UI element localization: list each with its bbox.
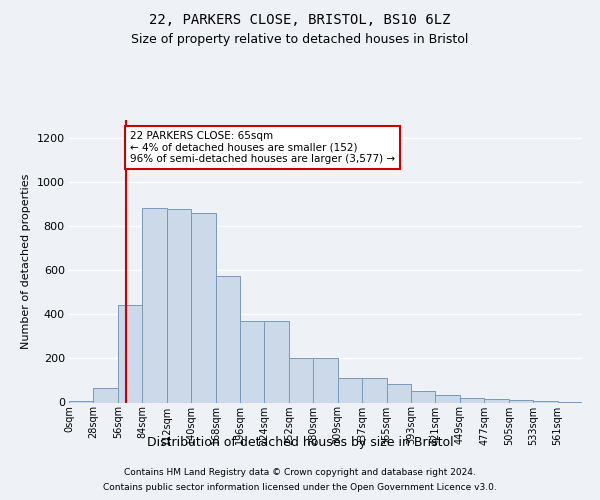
Text: Size of property relative to detached houses in Bristol: Size of property relative to detached ho…	[131, 32, 469, 46]
Bar	[215, 276, 240, 402]
Bar	[484, 399, 509, 402]
Bar	[94, 388, 118, 402]
Bar	[338, 378, 362, 402]
Bar	[411, 392, 436, 402]
Bar	[460, 398, 484, 402]
Bar	[436, 395, 460, 402]
Bar	[240, 321, 265, 402]
Bar	[509, 400, 533, 402]
Bar	[142, 208, 167, 402]
Bar	[362, 378, 386, 402]
Text: 22, PARKERS CLOSE, BRISTOL, BS10 6LZ: 22, PARKERS CLOSE, BRISTOL, BS10 6LZ	[149, 12, 451, 26]
Text: Distribution of detached houses by size in Bristol: Distribution of detached houses by size …	[146, 436, 454, 449]
Bar	[118, 306, 142, 402]
Bar	[289, 358, 313, 403]
Text: 22 PARKERS CLOSE: 65sqm
← 4% of detached houses are smaller (152)
96% of semi-de: 22 PARKERS CLOSE: 65sqm ← 4% of detached…	[130, 131, 395, 164]
Bar	[265, 321, 289, 402]
Bar	[386, 384, 411, 402]
Text: Contains HM Land Registry data © Crown copyright and database right 2024.: Contains HM Land Registry data © Crown c…	[124, 468, 476, 477]
Bar	[313, 358, 338, 403]
Bar	[191, 212, 215, 402]
Y-axis label: Number of detached properties: Number of detached properties	[21, 174, 31, 349]
Bar	[167, 210, 191, 402]
Text: Contains public sector information licensed under the Open Government Licence v3: Contains public sector information licen…	[103, 483, 497, 492]
